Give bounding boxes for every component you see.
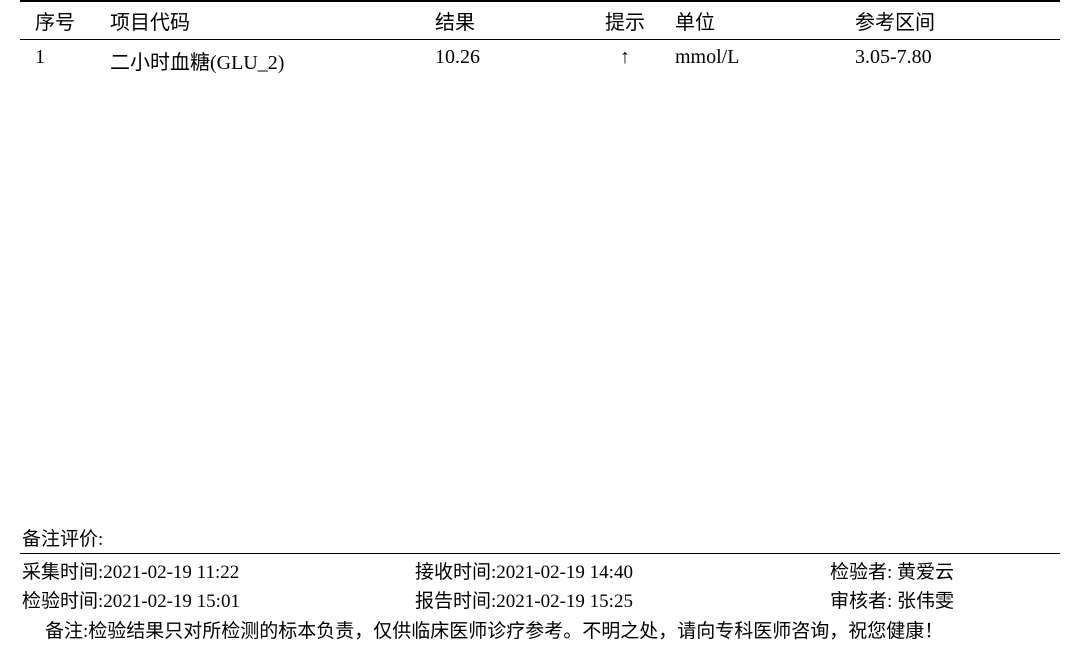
receive-time-label: 接收时间: [415, 562, 496, 583]
collection-time-label: 采集时间: [22, 562, 103, 583]
collection-time-value: 2021-02-19 11:22 [103, 562, 239, 583]
reviewer-value: 张伟雯 [897, 591, 954, 612]
header-flag: 提示 [580, 6, 670, 35]
inspector-value: 黄爱云 [897, 562, 954, 583]
header-seq: 序号 [20, 6, 100, 35]
test-time-label: 检验时间: [22, 591, 103, 612]
cell-result: 10.26 [420, 46, 580, 75]
divider-line [20, 553, 1060, 554]
report-time-label: 报告时间: [415, 591, 496, 612]
lab-report: 序号 项目代码 结果 提示 单位 参考区间 1 二小时血糖(GLU_2) 10.… [0, 0, 1080, 651]
header-range: 参考区间 [840, 6, 1050, 35]
header-unit: 单位 [670, 6, 840, 35]
test-time: 检验时间:2021-02-19 15:01 [20, 586, 400, 613]
report-time-value: 2021-02-19 15:25 [496, 591, 633, 612]
cell-range: 3.05-7.80 [840, 46, 1050, 75]
table-row: 1 二小时血糖(GLU_2) 10.26 ↑ mmol/L 3.05-7.80 [20, 40, 1060, 81]
info-row-1: 采集时间:2021-02-19 11:22 接收时间:2021-02-19 14… [20, 556, 1060, 585]
note-text: 检验结果只对所检测的标本负责，仅供临床医师诊疗参考。不明之处，请向专科医师咨询，… [88, 621, 943, 642]
test-time-value: 2021-02-19 15:01 [103, 591, 240, 612]
table-header: 序号 项目代码 结果 提示 单位 参考区间 [20, 0, 1060, 40]
inspector-label: 检验者: [830, 562, 892, 583]
reviewer-label: 审核者: [830, 591, 892, 612]
header-result: 结果 [420, 6, 580, 35]
receive-time: 接收时间:2021-02-19 14:40 [415, 557, 795, 584]
reviewer: 审核者: 张伟雯 [810, 586, 1060, 613]
remarks-label: 备注评价: [20, 524, 1060, 551]
inspector: 检验者: 黄爱云 [810, 557, 1060, 584]
collection-time: 采集时间:2021-02-19 11:22 [20, 557, 400, 584]
cell-flag: ↑ [580, 46, 670, 75]
cell-unit: mmol/L [670, 46, 840, 75]
note-label: 备注: [45, 621, 88, 642]
header-code: 项目代码 [100, 6, 420, 35]
receive-time-value: 2021-02-19 14:40 [496, 562, 633, 583]
info-row-2: 检验时间:2021-02-19 15:01 报告时间:2021-02-19 15… [20, 585, 1060, 614]
footer-section: 备注评价: 采集时间:2021-02-19 11:22 接收时间:2021-02… [20, 524, 1060, 643]
note-row: 备注:检验结果只对所检测的标本负责，仅供临床医师诊疗参考。不明之处，请向专科医师… [20, 614, 1060, 643]
cell-seq: 1 [20, 46, 100, 75]
cell-code: 二小时血糖(GLU_2) [100, 46, 420, 75]
report-time: 报告时间:2021-02-19 15:25 [415, 586, 795, 613]
